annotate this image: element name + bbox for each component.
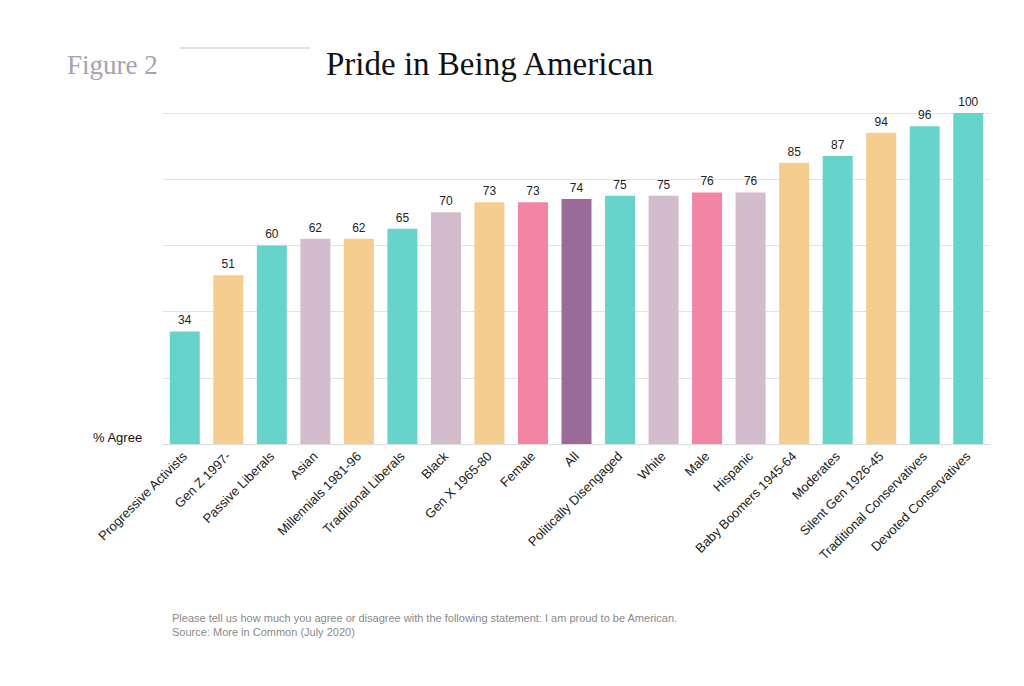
- svg-text:Please tell us how much you ag: Please tell us how much you agree or dis…: [172, 612, 677, 624]
- svg-text:62: 62: [352, 221, 366, 235]
- svg-text:% Agree: % Agree: [93, 430, 142, 445]
- svg-text:Gen X 1965-80: Gen X 1965-80: [422, 449, 495, 522]
- svg-text:85: 85: [787, 145, 801, 159]
- svg-text:Silent Gen 1926-45: Silent Gen 1926-45: [797, 449, 887, 539]
- svg-text:75: 75: [657, 178, 671, 192]
- svg-text:75: 75: [613, 178, 627, 192]
- svg-text:60: 60: [265, 227, 279, 241]
- svg-text:Devoted Conservatives: Devoted Conservatives: [868, 448, 974, 554]
- svg-text:Traditional Conservatives: Traditional Conservatives: [816, 448, 930, 563]
- svg-text:76: 76: [700, 174, 714, 188]
- svg-text:Pride in Being American: Pride in Being American: [326, 46, 653, 82]
- svg-text:87: 87: [831, 138, 845, 152]
- svg-text:Male: Male: [682, 449, 713, 480]
- svg-text:73: 73: [526, 184, 540, 198]
- svg-text:Millennials 1981-96: Millennials 1981-96: [274, 449, 364, 539]
- svg-text:Hispanic: Hispanic: [710, 448, 756, 495]
- svg-text:96: 96: [918, 108, 932, 122]
- svg-text:Moderates: Moderates: [789, 448, 843, 503]
- svg-text:74: 74: [570, 181, 584, 195]
- svg-text:Politically Disengaged: Politically Disengaged: [525, 449, 625, 549]
- svg-text:70: 70: [439, 194, 453, 208]
- svg-text:62: 62: [309, 221, 323, 235]
- svg-text:Baby Boomers 1945-64: Baby Boomers 1945-64: [692, 449, 799, 556]
- svg-text:Passive Liberals: Passive Liberals: [200, 448, 278, 526]
- svg-text:94: 94: [875, 115, 889, 129]
- svg-text:Gen Z 1997-: Gen Z 1997-: [171, 448, 234, 511]
- svg-text:Female: Female: [497, 449, 538, 490]
- svg-text:Black: Black: [418, 448, 451, 481]
- svg-text:Figure 2: Figure 2: [67, 50, 158, 80]
- svg-text:Traditional Liberals: Traditional Liberals: [320, 448, 408, 536]
- svg-text:All: All: [561, 449, 582, 470]
- svg-text:51: 51: [222, 257, 236, 271]
- svg-text:100: 100: [958, 95, 978, 109]
- svg-text:65: 65: [396, 211, 410, 225]
- svg-text:76: 76: [744, 174, 758, 188]
- svg-text:Asian: Asian: [287, 449, 321, 483]
- svg-text:34: 34: [178, 313, 192, 327]
- svg-text:Source: More in Common (July 2: Source: More in Common (July 2020): [172, 626, 355, 638]
- svg-text:Progressive Activists: Progressive Activists: [95, 448, 191, 544]
- svg-text:White: White: [635, 449, 669, 483]
- svg-text:73: 73: [483, 184, 497, 198]
